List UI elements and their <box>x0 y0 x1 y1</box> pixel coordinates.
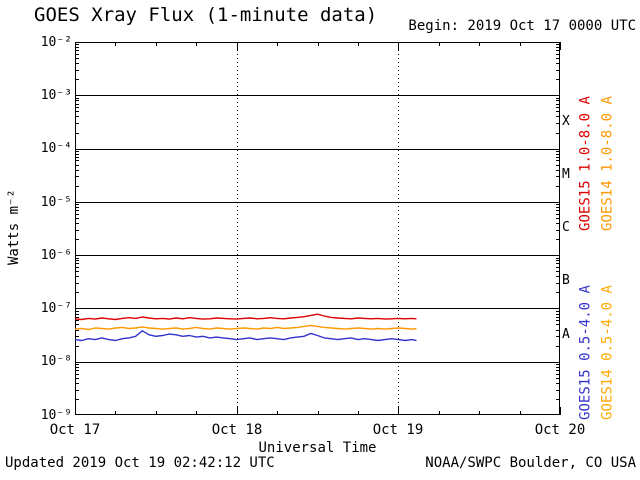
y-tick-label: 10⁻⁷ <box>40 301 72 316</box>
chart-title: GOES Xray Flux (1-minute data) <box>34 4 378 26</box>
series-goes14-1.0-8.0-a <box>74 324 417 331</box>
x-tick-label: Oct 20 <box>534 422 586 438</box>
begin-timestamp: Begin: 2019 Oct 17 0000 UTC <box>408 18 636 34</box>
y-axis-title: Watts m⁻² <box>6 189 22 265</box>
legend-goes15-short: GOES15 0.5-4.0 A <box>577 285 594 420</box>
x-tick-label: Oct 19 <box>372 422 424 438</box>
legend-goes14-short: GOES14 0.5-4.0 A <box>599 285 616 420</box>
x-axis-title: Universal Time <box>258 440 377 456</box>
plot-frame <box>75 42 560 415</box>
flare-class-b: B <box>562 273 570 288</box>
y-tick-label: 10⁻⁶ <box>40 248 72 263</box>
y-tick-label: 10⁻⁸ <box>40 354 72 369</box>
y-tick-label: 10⁻⁵ <box>40 195 72 210</box>
y-tick-label: 10⁻⁴ <box>40 141 72 156</box>
flare-class-c: C <box>562 220 570 235</box>
flare-class-x: X <box>562 114 570 129</box>
series-goes15-0.5-4.0-a <box>74 330 417 342</box>
x-tick-label: Oct 18 <box>211 422 263 438</box>
legend-goes15-long: GOES15 1.0-8.0 A <box>577 96 594 231</box>
x-tick-label: Oct 17 <box>49 422 101 438</box>
series-goes15-1.0-8.0-a <box>74 313 417 321</box>
y-tick-label: 10⁻³ <box>40 88 72 103</box>
legend-goes14-long: GOES14 1.0-8.0 A <box>599 96 616 231</box>
updated-timestamp: Updated 2019 Oct 19 02:42:12 UTC <box>5 455 275 471</box>
flare-class-a: A <box>562 327 570 342</box>
y-tick-label: 10⁻⁹ <box>40 408 72 423</box>
source-credit: NOAA/SWPC Boulder, CO USA <box>425 455 636 471</box>
y-tick-label: 10⁻² <box>40 35 72 50</box>
flare-class-m: M <box>562 167 570 182</box>
